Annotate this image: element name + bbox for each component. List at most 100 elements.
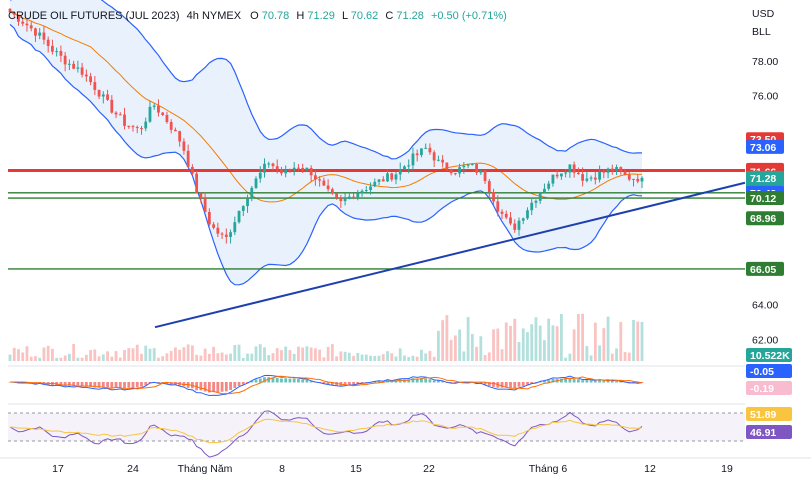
candle-body [572, 164, 576, 173]
macd-histogram-bar [271, 377, 275, 383]
candle-body [152, 105, 156, 107]
volume-bar [483, 355, 487, 361]
candle-body [581, 174, 585, 181]
volume-bar [530, 324, 534, 361]
volume-bar [203, 348, 207, 361]
price-axis[interactable]: 78.00 76.00 64.00 62.00 [752, 56, 778, 346]
macd-histogram-bar [110, 382, 114, 389]
volume-bar [212, 346, 215, 361]
volume-bar [76, 357, 80, 361]
macd-histogram-bar [297, 379, 300, 383]
candle-body [381, 179, 385, 182]
volume-bar [8, 354, 12, 361]
volume-bar [301, 347, 305, 361]
time-tick-label: 15 [350, 463, 362, 475]
volume-bar [462, 351, 466, 361]
volume-bar [67, 353, 71, 361]
candle-body [543, 188, 546, 193]
macd-histogram-bar [356, 382, 360, 384]
candle-body [475, 164, 478, 173]
candle-body [229, 232, 232, 237]
macd-histogram-bar [309, 381, 313, 383]
volume-bar [38, 357, 42, 361]
candle-body [59, 51, 63, 56]
candle-body [373, 181, 377, 187]
candle-body [343, 198, 347, 202]
price-badge [746, 191, 784, 206]
candle-body [364, 190, 368, 192]
volume-bar [195, 354, 199, 361]
low-value: 70.62 [351, 10, 379, 22]
lower-band [9, 23, 643, 286]
macd-histogram-bar [352, 382, 355, 385]
candle-body [127, 125, 131, 127]
candle-body [237, 210, 241, 223]
candle-body [8, 8, 12, 13]
volume-bar [347, 352, 351, 361]
volume-bar [309, 347, 313, 361]
volume-bar [475, 346, 478, 361]
symbol-name: CRUDE OIL FUTURES (JUL 2023) [8, 10, 180, 22]
macd-histogram-bar [538, 381, 542, 383]
price-badge-text: 71.28 [750, 173, 776, 185]
high-label: H [296, 10, 304, 22]
volume-bar [581, 313, 585, 361]
candle-body [352, 196, 355, 199]
time-tick-label: 8 [279, 463, 285, 475]
volume-bar [458, 329, 462, 361]
candle-body [610, 168, 614, 171]
volume-bar [34, 356, 37, 361]
volume-bar [267, 355, 271, 361]
macd-histogram-bar [513, 382, 517, 389]
candle-body [263, 163, 266, 173]
macd-histogram-bar [581, 380, 585, 383]
candle-body [496, 201, 500, 212]
macd-histogram-bar [619, 381, 623, 383]
volume-bar [381, 354, 385, 361]
exchange-label: NYMEX [202, 10, 242, 22]
candle-body [479, 170, 483, 173]
candle-body [615, 167, 618, 171]
macd-histogram-bar [360, 382, 364, 384]
candle-body [606, 168, 610, 173]
candle-body [420, 148, 423, 156]
volume-bar [543, 340, 546, 361]
volume-bar [424, 353, 428, 361]
candle-body [593, 177, 597, 180]
candle-body [500, 211, 504, 214]
candle-body [178, 131, 182, 142]
macd-histogram-bar [343, 382, 347, 386]
candle-body [619, 167, 623, 172]
trendline[interactable] [154, 181, 746, 329]
candle-body [627, 174, 631, 180]
trendline-layer[interactable] [154, 181, 746, 329]
candle-body [449, 169, 453, 174]
candle-body [356, 193, 360, 199]
time-tick-label: Tháng 6 [529, 463, 568, 475]
macd-histogram-bar [233, 382, 237, 389]
price-badge-text: 68.96 [750, 213, 776, 225]
volume-bar [97, 356, 101, 361]
candle-body [598, 171, 601, 180]
candle-body [313, 175, 317, 180]
volume-bar [131, 348, 135, 361]
candle-body [369, 186, 372, 191]
volume-bar [17, 349, 20, 361]
volume-bar [284, 346, 288, 361]
candle-body [411, 153, 415, 166]
volume-bar [297, 346, 300, 361]
candle-body [509, 217, 512, 224]
candle-body [72, 63, 76, 69]
time-axis[interactable]: 17 24 Tháng Năm 8 15 22 Tháng 6 12 19 [0, 457, 811, 475]
volume-bar [220, 352, 224, 361]
time-tick-label: 24 [127, 463, 139, 475]
macd-histogram-bar [275, 377, 279, 383]
volume-bar [335, 356, 339, 361]
candle-body [174, 129, 177, 132]
macd-histogram-bar [267, 377, 271, 383]
volume-bar [89, 350, 92, 361]
candle-body [42, 32, 46, 40]
macd-pane [8, 365, 745, 397]
macd-histogram-bar [284, 378, 288, 383]
